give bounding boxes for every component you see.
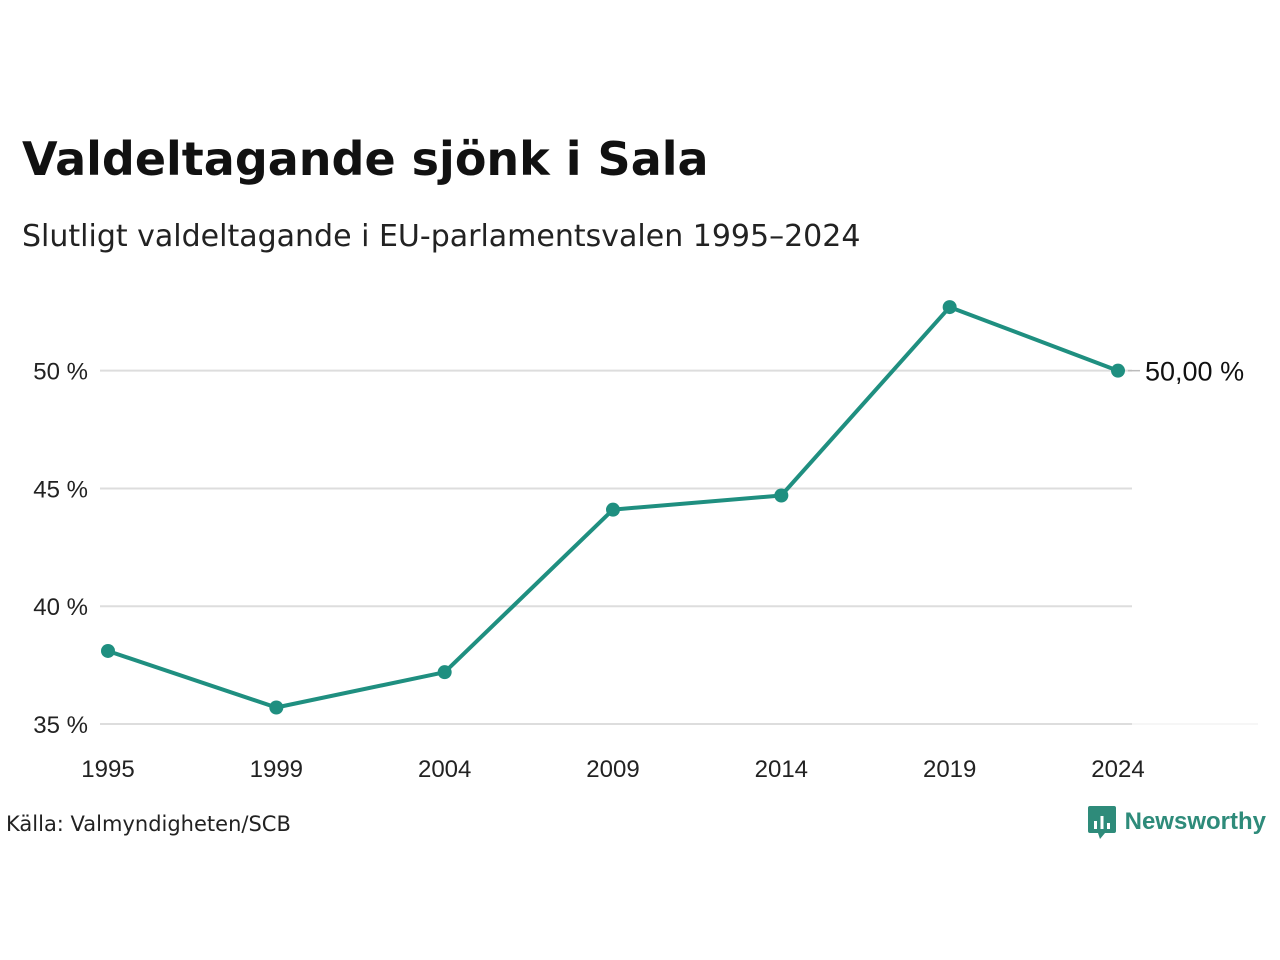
y-tick-label: 40 %	[33, 594, 88, 621]
chart-title: Valdeltagande sjönk i Sala	[22, 132, 709, 186]
line-chart: 35 % 40 % 45 % 50 % 1995 1999 2004 2009 2014 201…	[33, 300, 1258, 783]
x-axis-ticks: 1995 1999 2004 2009 2014 2019 2024	[81, 756, 1144, 783]
data-point	[101, 643, 115, 658]
x-tick-label: 2014	[755, 756, 808, 783]
chart-subtitle: Slutligt valdeltagande i EU-parlamentsva…	[22, 219, 861, 254]
x-tick-label: 2019	[923, 756, 976, 783]
y-tick-label: 45 %	[33, 476, 88, 503]
end-value-label: 50,00 %	[1145, 357, 1244, 387]
brand-logo: Newsworthy	[1087, 802, 1266, 842]
data-point	[269, 700, 284, 715]
x-tick-label: 2009	[586, 756, 639, 783]
y-tick-label: 50 %	[33, 359, 88, 386]
brand-name: Newsworthy	[1124, 808, 1266, 835]
data-point	[774, 488, 789, 503]
x-tick-label: 2004	[418, 756, 471, 783]
data-point	[1111, 363, 1125, 378]
data-point	[606, 502, 620, 517]
gridlines	[100, 369, 1258, 725]
y-axis-ticks: 35 % 40 % 45 % 50 %	[33, 359, 88, 739]
data-points	[101, 300, 1125, 715]
data-point	[942, 300, 957, 315]
data-point	[437, 665, 452, 680]
bar-chart-speech-bubble-icon	[1087, 806, 1116, 839]
data-labels: 50,00 %	[1128, 357, 1244, 387]
source-note: Källa: Valmyndigheten/SCB	[6, 812, 291, 836]
x-tick-label: 1995	[81, 756, 134, 783]
x-tick-label: 2024	[1091, 756, 1144, 783]
y-tick-label: 35 %	[33, 712, 88, 739]
x-tick-label: 1999	[250, 756, 303, 783]
